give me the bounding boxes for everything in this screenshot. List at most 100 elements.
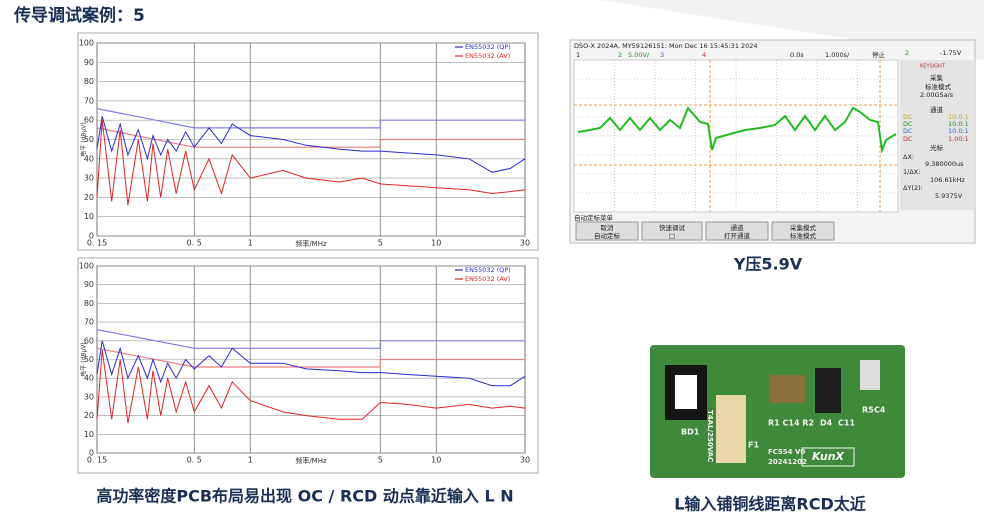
y-tick-label: 20 <box>84 411 94 420</box>
caption: L输入铺铜线距离RCD太近 <box>674 495 866 514</box>
caption: Y压5.9V <box>733 255 803 274</box>
pcb-label: BD1 <box>681 428 700 437</box>
x-axis-label: 频率/MHz <box>295 239 327 248</box>
softkey-label: 标准模式 <box>790 231 817 240</box>
y-tick-label: 100 <box>79 39 94 48</box>
trigger-level: -1.75V <box>940 49 962 57</box>
cursor-value: 9.380000us <box>925 160 964 168</box>
series-line <box>96 340 526 387</box>
y-tick-label: 70 <box>84 318 94 327</box>
pcb-logo: KunX <box>812 450 845 463</box>
softkey[interactable] <box>705 221 769 241</box>
softkey-label: 自动定标 <box>594 231 621 240</box>
pcb-label: FC554 V0 <box>768 448 805 456</box>
waveform <box>577 106 897 154</box>
pcb-label: C4 <box>874 406 886 415</box>
y-tick-label: 10 <box>84 430 94 439</box>
y-axis-label: 电平 (dBμV) <box>80 342 88 376</box>
x-tick-label: 30 <box>520 456 530 465</box>
legend-label: EN55032 (AV) <box>465 52 510 60</box>
pad <box>770 375 805 403</box>
legend-label: EN55032 (QP) <box>465 266 511 274</box>
run-status: 停止 <box>872 50 886 59</box>
series-line <box>96 120 526 206</box>
softkey-label: 打开通道 <box>724 231 751 240</box>
panel-title: 采集 <box>930 73 944 82</box>
probe: 1.00:1 <box>948 135 969 143</box>
timebase: 1.000s/ <box>825 51 850 59</box>
bridge-face <box>675 375 697 409</box>
y-tick-label: 20 <box>84 193 94 202</box>
channel: 1 <box>576 51 580 59</box>
side-panel <box>900 60 975 210</box>
x-axis-label: 频率/MHz <box>295 456 327 465</box>
pcb-label: T4AL/250VAC <box>706 410 714 462</box>
y-tick-label: 70 <box>84 96 94 105</box>
pcb-board <box>650 345 905 478</box>
legend-label: EN55032 (AV) <box>465 275 510 283</box>
y-axis-label: 电平 (dBμV) <box>80 122 88 156</box>
y-tick-label: 90 <box>84 280 94 289</box>
y-tick-label: 100 <box>79 262 94 271</box>
coupling: DC <box>903 113 913 121</box>
panel-title: 光标 <box>930 143 944 152</box>
x-tick-label: 0. 5 <box>187 239 202 248</box>
y-tick-label: 30 <box>84 392 94 401</box>
coupling: DC <box>903 127 913 135</box>
softkeys: 取消 自动定标 快速调试 □ 通道 打开通道 采集模式 标准模式 <box>575 221 835 241</box>
logo-box <box>801 447 855 467</box>
softkey[interactable] <box>641 221 703 241</box>
trigger-channel: 2 <box>905 49 909 57</box>
softkey-label: 取消 <box>601 223 615 232</box>
legend-label: EN55032 (QP) <box>465 43 511 51</box>
panel-title: 通道 <box>930 105 944 114</box>
x-tick-label: 5 <box>378 456 383 465</box>
x-tick-label: 30 <box>520 239 530 248</box>
scope-header: DSO-X 2024A, MY59126151: Mon Dec 16 15:4… <box>574 42 758 50</box>
softkey-label: 通道 <box>731 223 745 232</box>
scope-grid <box>574 60 898 212</box>
softkey[interactable] <box>575 221 639 241</box>
y-tick-label: 80 <box>84 299 94 308</box>
y-tick-label: 40 <box>84 154 94 163</box>
resistor <box>860 360 880 390</box>
y-tick-label: 60 <box>84 336 94 345</box>
channel-scale: 5.00V/ <box>628 51 650 59</box>
pcb-label: R5 <box>862 406 874 415</box>
y-tick-label: 40 <box>84 374 94 383</box>
pcb-label: D4 <box>820 419 833 428</box>
y-tick-label: 90 <box>84 58 94 67</box>
probe: 10.0:1 <box>948 113 969 121</box>
scope-screen: DSO-X 2024A, MY59126151: Mon Dec 16 15:4… <box>569 39 976 244</box>
pcb-label: 20241202 <box>768 458 807 466</box>
slide-title: 传导调试案例：5 <box>13 5 145 26</box>
series-line <box>96 350 526 424</box>
channel: 3 <box>660 51 664 59</box>
probe: 10.0:1 <box>948 120 969 128</box>
channel: 4 <box>702 51 706 59</box>
cursor-label: ΔY(2): <box>903 184 923 192</box>
cursor-label: 1/ΔX: <box>903 168 920 176</box>
pcb-photo: BD1 F1 T4AL/250VAC R1 C14 R2 D4 C11 R5 C… <box>650 345 905 478</box>
y-tick-label: 0 <box>89 232 94 241</box>
cursor-value: 5.9375V <box>935 192 963 200</box>
x-tick-label: 0. 15 <box>87 239 107 248</box>
softkey-label: 快速调试 <box>659 223 686 232</box>
sample-rate: 2.00GSa/s <box>920 91 954 99</box>
pcb-label: F1 <box>748 441 759 450</box>
softkey[interactable] <box>771 221 835 241</box>
probe: 10.0:1 <box>948 127 969 135</box>
cursor-label: ΔX: <box>903 153 914 161</box>
y-tick-label: 50 <box>84 355 94 364</box>
limit-line <box>96 108 525 129</box>
x-tick-label: 1 <box>248 239 253 248</box>
y-tick-label: 30 <box>84 174 94 183</box>
softkey-label: 采集模式 <box>790 223 817 232</box>
x-tick-label: 1 <box>248 456 253 465</box>
limit-line <box>96 329 525 349</box>
channel: 2 <box>618 51 622 59</box>
time-offset: 0.0s <box>790 51 804 59</box>
